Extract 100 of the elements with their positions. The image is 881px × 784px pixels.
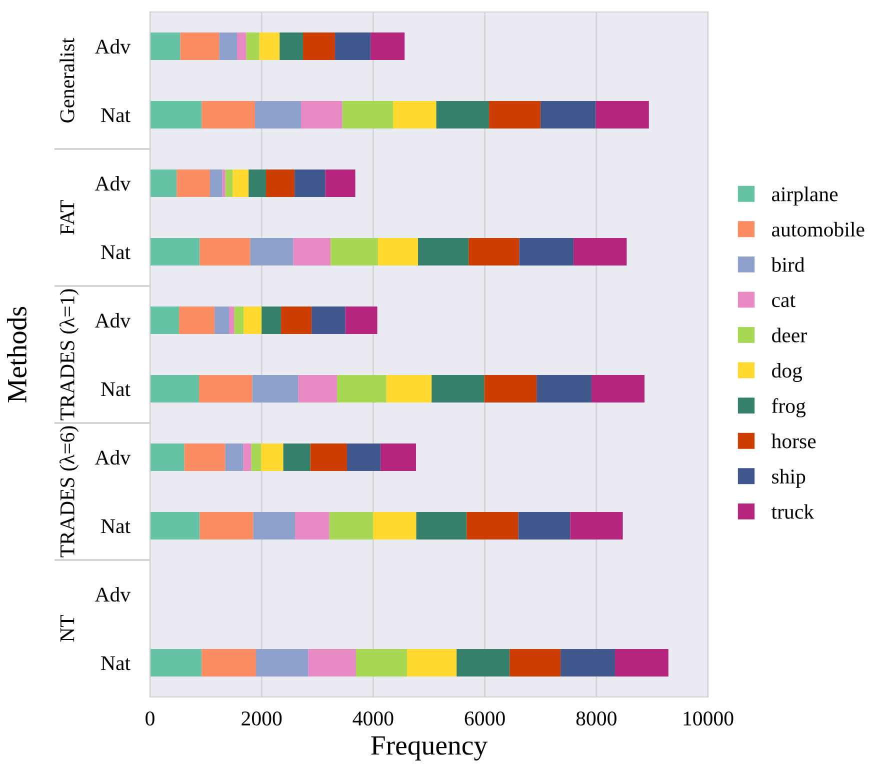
bar [251,444,261,471]
legend-label: cat [772,295,796,308]
y-tick-label: Nat [101,656,130,670]
bar [372,512,416,540]
bar [300,101,342,128]
bar [234,306,244,334]
bar [570,512,623,540]
bar [336,375,386,402]
bar [380,444,416,471]
text: TRADES (λ=6) [60,426,79,558]
y-tick-label: Adv [94,313,131,328]
y-axis-title: Methods [6,306,27,402]
bar [246,32,260,60]
bar [484,375,537,402]
legend-label: horse [771,434,816,448]
x-tick-label: 2000 [242,711,282,726]
legend-label: deer [772,328,807,342]
bar [250,238,294,266]
bar [386,375,432,402]
bar [281,306,312,334]
bar [356,649,408,676]
legend-label: airplane [772,186,838,206]
text: FAT [60,200,74,235]
bar [293,238,331,266]
y-tick-label: Nat [101,382,130,396]
x-tick-label: 8000 [576,711,616,726]
bar [243,444,252,471]
bar [334,32,371,60]
bar [198,375,252,402]
bar [202,101,256,128]
bar [370,32,405,60]
bar [466,512,518,540]
bar [179,306,215,334]
bar [310,444,347,471]
y-tick-label: Adv [94,450,131,465]
legend-label: bird [771,257,805,272]
bar [510,649,561,676]
bar [393,101,436,128]
bar [295,512,330,540]
bar [614,649,668,676]
bar [150,101,202,128]
y-tick-label: Nat [101,519,130,534]
bar [456,649,510,676]
bar [150,306,180,334]
bar [436,101,489,128]
bar [184,444,226,471]
bar [574,238,627,266]
bar [298,375,337,402]
bar [222,170,226,197]
bar [519,238,574,266]
bar [253,512,296,540]
bar [330,238,378,266]
legend-label: dog [772,363,802,382]
bar [236,32,246,60]
bar [180,32,220,60]
bar [596,101,649,128]
bar [468,238,520,266]
bar [252,375,298,402]
bar [488,101,541,128]
bar [540,101,596,128]
bar [150,512,200,540]
bar [176,170,210,197]
x-tick-label: 6000 [464,711,505,726]
bar [591,375,644,402]
bar [244,306,262,334]
bar [342,101,394,128]
text: TRADES (λ=1) [60,289,79,420]
bar [266,170,295,197]
y-tick-label: Adv [94,39,131,54]
bar [329,512,373,540]
bar [225,170,233,197]
bar [518,512,570,540]
bar [294,170,326,197]
y-tick-label: Adv [94,176,131,191]
y-tick-label: Nat [101,108,130,122]
bar [312,306,346,334]
bar [407,649,457,676]
bar [308,649,356,676]
bar [325,170,356,197]
bar [345,306,378,334]
bar [248,170,266,197]
legend-label: frog [772,398,806,418]
bar [346,444,381,471]
bar [256,649,308,676]
bar [225,444,244,471]
bar [150,238,200,266]
bar [150,375,199,402]
x-tick-label: 0 [146,711,154,726]
x-tick-label: 4000 [352,711,394,726]
x-axis-title: Frequency [371,736,488,761]
y-tick-label: Nat [101,245,130,260]
bar [202,649,256,676]
bar [280,32,304,60]
bar [219,32,237,60]
y-tick-label: Adv [94,587,131,602]
bar [150,444,184,471]
bar [536,375,592,402]
bar [200,512,254,540]
bar [150,32,180,60]
bar [232,170,249,197]
